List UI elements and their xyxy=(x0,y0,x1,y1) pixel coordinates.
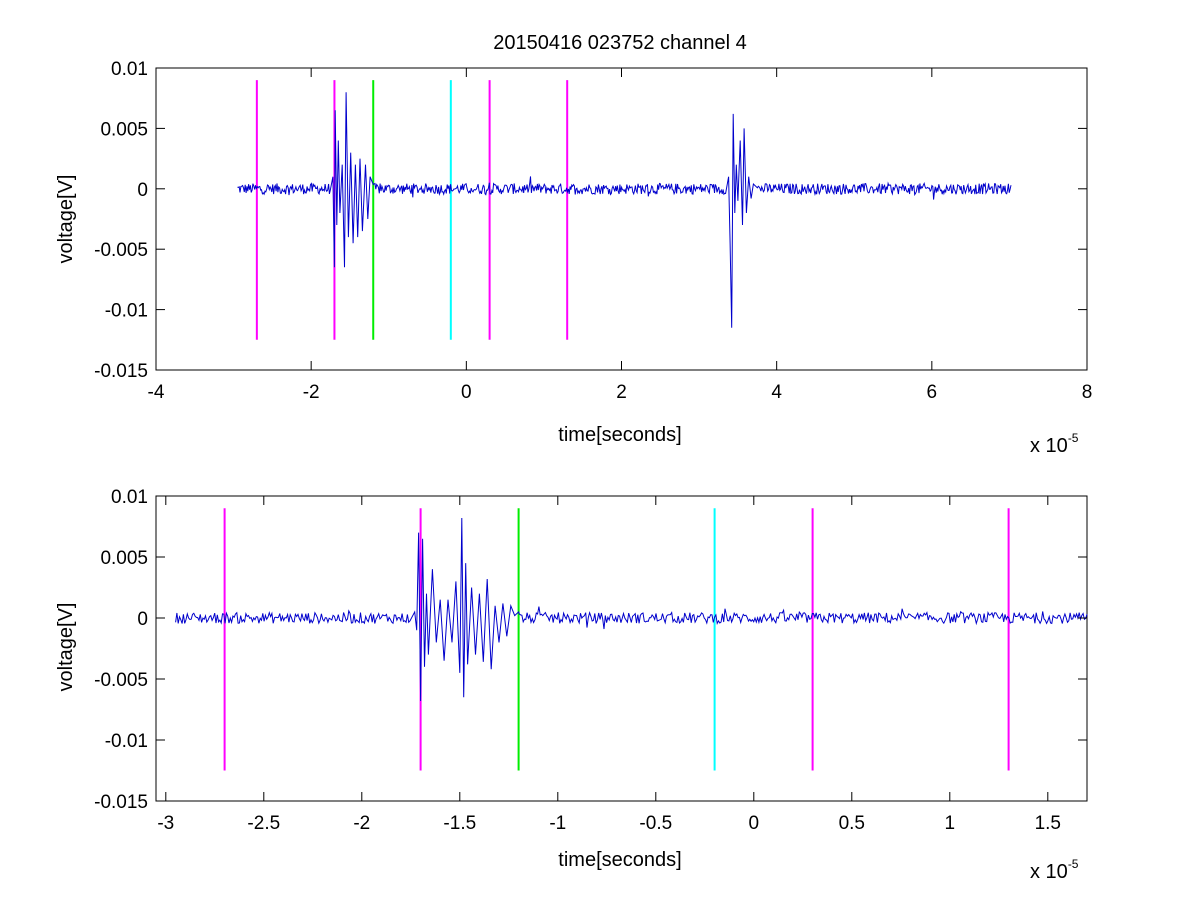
x-tick-label: 4 xyxy=(771,382,782,403)
x-tick-label: 6 xyxy=(927,382,938,403)
x-tick-label: 0 xyxy=(461,382,472,403)
top-plot-marker-lines xyxy=(255,80,569,340)
y-tick-label: 0.005 xyxy=(100,119,148,140)
top-plot-signal-trace xyxy=(237,92,1012,328)
y-tick-label: -0.005 xyxy=(94,670,148,691)
top-plot-x-scale-exponent: -5 xyxy=(1068,431,1079,445)
x-tick-label: 0 xyxy=(749,813,760,834)
y-tick-label: 0.01 xyxy=(111,487,148,508)
x-tick-label: 1 xyxy=(945,813,956,834)
bottom-plot-x-scale-base: x 10 xyxy=(1030,861,1068,883)
top-plot: -4 -2 0 2 4 6 8 0.01 0.005 0 -0.005 -0.01 -0.015 ti… xyxy=(55,59,1092,457)
figure-title: 20150416 023752 channel 4 xyxy=(493,32,747,54)
bottom-plot: -3 -2.5 -2 -1.5 -1 -0.5 0 0.5 1 1.5 0.01 0.005 0 -0.… xyxy=(55,487,1088,883)
bottom-plot-axes-box xyxy=(155,495,1088,802)
x-tick-label: -1.5 xyxy=(443,813,476,834)
y-tick-label: 0.01 xyxy=(111,59,148,80)
bottom-plot-x-ticks: -3 -2.5 -2 -1.5 -1 -0.5 0 0.5 1 1.5 xyxy=(157,496,1061,834)
x-tick-label: 2 xyxy=(616,382,627,403)
y-tick-label: 0.005 xyxy=(100,548,148,569)
bottom-plot-x-axis-label: time[seconds] xyxy=(558,849,681,871)
bottom-plot-y-ticks: 0.01 0.005 0 -0.005 -0.01 -0.015 xyxy=(94,487,1087,813)
x-tick-label: -3 xyxy=(157,813,174,834)
x-tick-label: -2 xyxy=(303,382,320,403)
y-tick-label: 0 xyxy=(137,609,148,630)
bottom-plot-signal-trace xyxy=(175,517,1088,702)
bottom-plot-x-scale-factor: x 10-5 xyxy=(1030,857,1079,883)
x-tick-label: 1.5 xyxy=(1035,813,1061,834)
y-tick-label: -0.005 xyxy=(94,240,148,261)
bottom-plot-x-scale-exponent: -5 xyxy=(1068,857,1079,871)
y-tick-label: -0.01 xyxy=(105,731,148,752)
y-tick-label: 0 xyxy=(137,180,148,201)
top-plot-x-scale-factor: x 10-5 xyxy=(1030,431,1079,457)
top-plot-y-axis-label: voltage[V] xyxy=(55,175,77,264)
y-tick-label: -0.015 xyxy=(94,792,148,813)
y-tick-label: -0.01 xyxy=(105,301,148,322)
top-plot-x-axis-label: time[seconds] xyxy=(558,424,681,446)
bottom-plot-marker-lines xyxy=(223,508,1010,771)
x-tick-label: -2.5 xyxy=(247,813,280,834)
x-tick-label: -4 xyxy=(148,382,165,403)
top-plot-x-ticks: -4 -2 0 2 4 6 8 xyxy=(148,68,1093,403)
bottom-plot-y-axis-label: voltage[V] xyxy=(55,603,77,692)
x-tick-label: -1 xyxy=(549,813,566,834)
x-tick-label: 0.5 xyxy=(839,813,865,834)
y-tick-label: -0.015 xyxy=(94,361,148,382)
x-tick-label: 8 xyxy=(1082,382,1093,403)
top-plot-x-scale-base: x 10 xyxy=(1030,435,1068,457)
x-tick-label: -0.5 xyxy=(639,813,672,834)
x-tick-label: -2 xyxy=(353,813,370,834)
top-plot-y-ticks: 0.01 0.005 0 -0.005 -0.01 -0.015 xyxy=(94,59,1087,382)
